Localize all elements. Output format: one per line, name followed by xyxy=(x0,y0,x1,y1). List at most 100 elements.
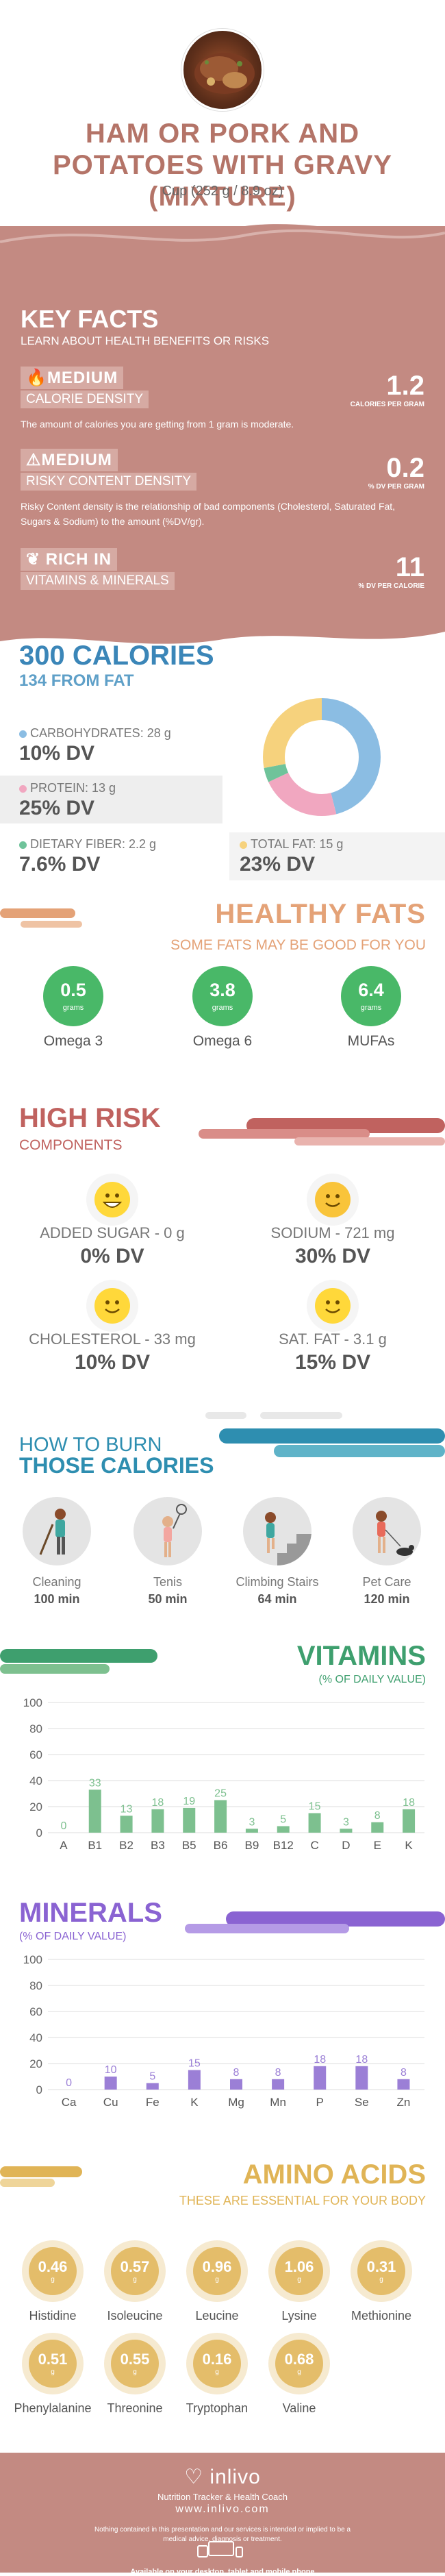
amino-acids-section: AMINO ACIDS THESE ARE ESSENTIAL FOR YOUR… xyxy=(0,2151,445,2466)
x-tick-label: B5 xyxy=(182,1839,196,1852)
risk-dv: 0% DV xyxy=(80,1245,144,1267)
activity-name: Cleaning xyxy=(32,1575,81,1589)
bar-B6 xyxy=(214,1800,227,1833)
x-tick-label: P xyxy=(316,2096,324,2109)
fat-omega3: 0.5 grams Omega 3 xyxy=(18,966,128,1050)
bar-value-label: 18 xyxy=(152,1797,164,1809)
bar-K xyxy=(188,2070,201,2090)
key-facts-subtitle: LEARN ABOUT HEALTH BENEFITS OR RISKS xyxy=(21,334,270,347)
decorative-stripes xyxy=(185,1911,445,1933)
vitamins-section: VITAMINS (% OF DAILY VALUE) 0 20 40 60 80 100… xyxy=(0,1634,445,1867)
wave-divider xyxy=(0,224,445,250)
bar-value-label: 8 xyxy=(374,1810,381,1822)
bar-E xyxy=(371,1822,384,1833)
fact-type-label: VITAMINS & MINERALS xyxy=(21,572,175,590)
risk-name: SAT. FAT - 3.1 g xyxy=(279,1330,387,1348)
y-tick-label: 40 xyxy=(29,2031,42,2044)
activity-tennis: Tenis 50 min xyxy=(116,1497,219,1607)
cleaning-person-icon xyxy=(23,1497,91,1565)
x-tick-label: K xyxy=(405,1839,413,1852)
x-tick-label: A xyxy=(60,1839,68,1852)
bar-D xyxy=(340,1829,353,1833)
fact-value: 1.2 xyxy=(386,371,424,401)
amino-name: Tryptophan xyxy=(186,2401,249,2415)
bar-B12 xyxy=(277,1826,290,1833)
x-tick-label: Mg xyxy=(228,2096,244,2109)
amino-acids-subtitle: THESE ARE ESSENTIAL FOR YOUR BODY xyxy=(179,2194,426,2207)
fact-level-label: 🔥MEDIUM xyxy=(21,367,124,389)
x-tick-label: B9 xyxy=(245,1839,259,1852)
bar-value-label: 18 xyxy=(314,2054,326,2066)
amino-name: Threonine xyxy=(107,2401,163,2415)
x-tick-label: B1 xyxy=(88,1839,102,1852)
x-tick-label: Ca xyxy=(62,2096,77,2109)
fat-dot xyxy=(240,841,247,849)
amino-acid-phenylalanine: 0.51 g Phenylalanine xyxy=(12,2340,94,2416)
minerals-subtitle: (% OF DAILY VALUE) xyxy=(19,1931,127,1942)
amino-acid-methionine: 0.31 g Methionine xyxy=(340,2247,422,2323)
macro-fat: TOTAL FAT: 15 g 23% DV xyxy=(240,837,344,876)
activity-minutes: 100 min xyxy=(34,1592,80,1606)
availability-note: Available on your desktop, tablet and mo… xyxy=(130,2568,315,2576)
macro-fiber: DIETARY FIBER: 2.2 g 7.6% DV xyxy=(19,837,157,876)
amino-name: Valine xyxy=(282,2401,316,2415)
minerals-bar-chart: 0 20 40 60 80 100 0 Ca 10 Cu 5 Fe 15 K 8 Mg 8 Mn 18 P 18 Se 8 Z… xyxy=(23,1953,424,2109)
amino-value-badge: 0.51 g xyxy=(29,2340,77,2388)
protein-band xyxy=(0,776,222,823)
fact-unit: % DV PER CALORIE xyxy=(358,582,424,590)
amino-name: Methionine xyxy=(351,2309,412,2323)
macro-dv: 10% DV xyxy=(19,742,95,765)
bar-value-label: 0 xyxy=(60,1820,66,1832)
wave-divider xyxy=(0,623,445,644)
risk-name: CHOLESTEROL - 33 mg xyxy=(29,1330,196,1348)
x-tick-label: Mn xyxy=(270,2096,286,2109)
heart-icon: ♡ xyxy=(184,2466,210,2488)
bar-value-label: 15 xyxy=(309,1801,321,1813)
x-tick-label: Se xyxy=(355,2096,369,2109)
activity-climbing-stairs: Climbing Stairs 64 min xyxy=(226,1497,329,1607)
x-tick-label: K xyxy=(190,2096,199,2109)
bar-Fe xyxy=(146,2083,159,2090)
activity-minutes: 64 min xyxy=(257,1592,297,1606)
macro-donut-chart xyxy=(263,698,381,816)
fiber-dot xyxy=(19,841,27,849)
decorative-stripes xyxy=(199,1118,445,1145)
high-risk-section: HIGH RISK COMPONENTS ADDED SUGAR - 0 g 0… xyxy=(0,1082,445,1404)
activity-name: Climbing Stairs xyxy=(236,1575,319,1589)
bar-value-label: 5 xyxy=(280,1814,286,1826)
risk-dv: 30% DV xyxy=(294,1245,371,1267)
y-tick-label: 60 xyxy=(29,1748,42,1761)
protein-dot xyxy=(19,784,27,793)
brand-website-link[interactable]: www.inlivo.com xyxy=(175,2503,270,2515)
amino-name: Leucine xyxy=(195,2309,239,2323)
bar-C xyxy=(308,1813,321,1833)
bar-value-label: 18 xyxy=(403,1797,415,1809)
risk-cholesterol: CHOLESTEROL - 33 mg 10% DV xyxy=(10,1288,215,1374)
fat-omega6: 3.8 grams Omega 6 xyxy=(168,966,277,1050)
fact-risky-content: ⚠MEDIUM RISKY CONTENT DENSITY 0.2 % DV P… xyxy=(21,449,424,529)
vitamins-subtitle: (% OF DAILY VALUE) xyxy=(318,1674,426,1685)
smiling-face-icon xyxy=(315,1288,351,1324)
stairs-climber-icon xyxy=(243,1497,312,1565)
header-section: HAM OR PORK AND POTATOES WITH GRAVY (MIX… xyxy=(0,0,445,226)
footer: ♡ inlivo Nutrition Tracker & Health Coac… xyxy=(0,2453,445,2576)
y-tick-label: 100 xyxy=(23,1953,42,1966)
macro-carbohydrates: CARBOHYDRATES: 28 g 10% DV xyxy=(19,726,171,765)
decorative-stripes xyxy=(0,908,82,928)
bar-B5 xyxy=(183,1807,196,1833)
brand-logo: ♡ inlivo xyxy=(184,2466,261,2488)
fat-value-badge: 3.8 grams xyxy=(192,966,253,1026)
y-tick-label: 60 xyxy=(29,2005,42,2018)
activity-name: Pet Care xyxy=(362,1575,411,1589)
risk-dv: 10% DV xyxy=(74,1351,151,1374)
amino-acid-valine: 0.68 g Valine xyxy=(258,2340,340,2416)
macro-dv: 7.6% DV xyxy=(19,853,101,876)
donut-slice-protein xyxy=(263,698,381,816)
bar-value-label: 15 xyxy=(188,2058,201,2070)
smiling-face-icon xyxy=(315,1182,351,1217)
amino-name: Lysine xyxy=(281,2309,317,2323)
brand-tagline: Nutrition Tracker & Health Coach xyxy=(157,2492,288,2502)
x-tick-label: B12 xyxy=(273,1839,294,1852)
amino-value-badge: 0.68 g xyxy=(275,2340,323,2388)
carbs-dot xyxy=(19,730,27,738)
